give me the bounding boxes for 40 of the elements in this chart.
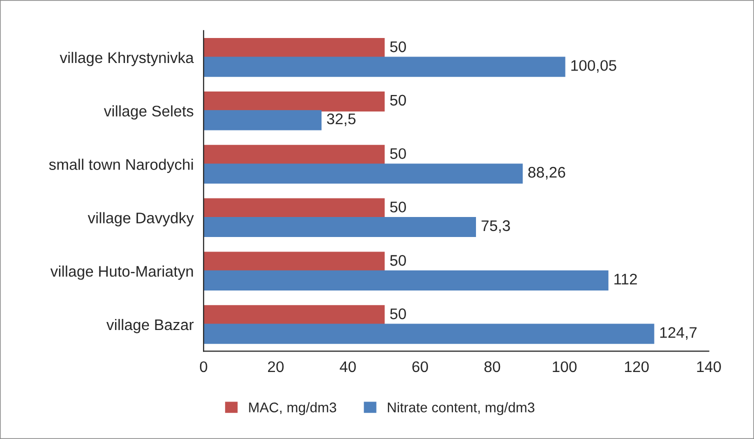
y-tick-label: village Khrystynivka [60, 52, 194, 66]
bar [204, 305, 385, 326]
y-tick-label: village Huto-Mariatyn [50, 266, 193, 280]
x-tick-label: 20 [268, 361, 284, 372]
data-label: 75,3 [482, 220, 510, 233]
bar [204, 324, 654, 344]
bar [204, 56, 566, 77]
data-label: 50 [390, 41, 406, 52]
y-tick-label: small town Narodychi [49, 158, 193, 173]
bar [204, 252, 385, 272]
y-tick-label: village Selets [104, 105, 194, 120]
x-tick-label: 120 [625, 361, 649, 372]
y-tick-label: village Bazar [106, 318, 194, 334]
bar [204, 216, 476, 238]
data-label: 100,05 [571, 60, 616, 73]
legend-label: Nitrate content, mg/dm3 [388, 402, 534, 416]
bar [204, 38, 385, 58]
x-tick-label: 40 [340, 361, 356, 372]
x-tick-label: 60 [412, 361, 428, 372]
bar [204, 270, 608, 290]
bar [204, 91, 385, 112]
x-tick-label: 140 [697, 361, 721, 372]
x-tick-label: 100 [552, 361, 577, 372]
data-label: 50 [390, 202, 406, 212]
data-label: 32,5 [326, 113, 356, 126]
data-label: 50 [390, 255, 406, 266]
data-label: 88,26 [528, 166, 566, 180]
data-label: 50 [390, 94, 406, 106]
y-tick-label: village Davydky [88, 212, 194, 226]
x-tick-label: 80 [484, 361, 500, 372]
data-label: 50 [390, 148, 406, 160]
bar [204, 164, 523, 184]
data-label: 112 [614, 274, 637, 284]
x-tick-label: 0 [200, 361, 208, 372]
data-label: 124,7 [660, 327, 697, 340]
bar [204, 144, 385, 165]
bar [204, 198, 385, 218]
legend-label: MAC, mg/dm3 [249, 402, 336, 416]
bar [204, 110, 322, 130]
data-label: 50 [390, 308, 406, 320]
